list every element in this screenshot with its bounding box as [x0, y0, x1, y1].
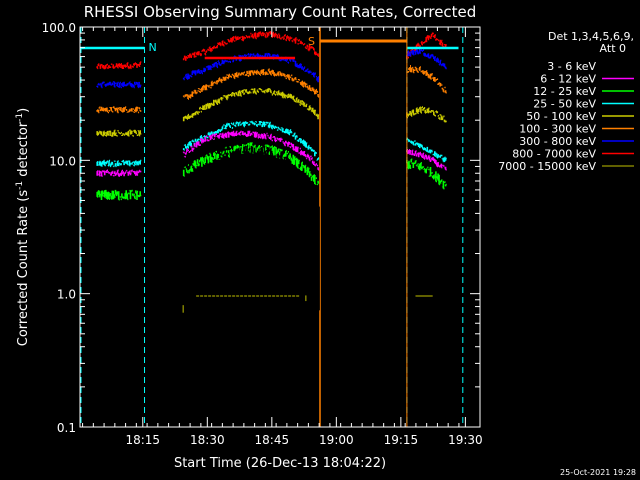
series-trace: [96, 189, 142, 201]
series-trace: [182, 130, 320, 171]
legend-entry-label: 3 - 6 keV: [547, 60, 596, 73]
series-olive: [182, 295, 433, 313]
y-axis-label-mid: detector: [16, 121, 31, 181]
series-3: [96, 88, 447, 137]
series-trace: [96, 159, 142, 168]
y-axis-label-sup2: -1: [15, 113, 25, 122]
y-tick-label: 100.0: [42, 21, 76, 35]
y-tick-label: 1.0: [57, 288, 76, 302]
x-tick-label: 19:15: [384, 433, 419, 447]
y-axis-label-sup1: -1: [15, 181, 25, 190]
data-layer: N S I: [80, 27, 464, 427]
legend-entry-label: 50 - 100 keV: [526, 110, 596, 123]
legend-header-line1: Det 1,3,4,5,6,9,: [548, 30, 634, 43]
series-trace: [182, 88, 320, 122]
attenuator-label: I: [409, 64, 412, 75]
series-trace: [182, 68, 320, 100]
x-tick-label: 18:30: [190, 433, 225, 447]
series-0: [96, 31, 447, 70]
series-trace: [96, 81, 142, 89]
legend-entry-label: 7000 - 15000 keV: [498, 160, 596, 173]
y-axis-label-end: ): [16, 108, 31, 113]
y-tick-label: 0.1: [57, 421, 76, 435]
plot-frame: [79, 26, 481, 428]
legend-entry-label: 100 - 300 keV: [519, 123, 596, 136]
legend-header-line2: Att 0: [600, 42, 626, 55]
y-axis-label: Corrected Count Rate (s-1 detector-1): [15, 108, 31, 346]
legend-entry-label: 300 - 800 keV: [519, 135, 596, 148]
series-5: [96, 130, 447, 177]
x-tick-label: 19:30: [448, 433, 483, 447]
night-label: N: [149, 41, 157, 54]
x-tick-label: 19:00: [319, 433, 354, 447]
chart-title: RHESSI Observing Summary Count Rates, Co…: [84, 3, 477, 21]
legend-entry-label: 12 - 25 keV: [533, 85, 596, 98]
x-axis-label: Start Time (26-Dec-13 18:04:22): [174, 456, 386, 471]
series-trace: [96, 229, 142, 243]
legend-entry-label: 25 - 50 keV: [533, 98, 596, 111]
footer-timestamp: 25-Oct-2021 19:28: [560, 468, 636, 477]
x-tick-label: 18:45: [255, 433, 290, 447]
axis-layer: 100.0 10.0 1.0 0.1 18:15 18:30 18:45 19:00 19:15…: [42, 21, 483, 447]
y-axis-label-main: Corrected Count Rate (s: [16, 190, 31, 347]
series-2: [96, 66, 447, 114]
series-trace: [96, 106, 142, 114]
series-trace: [182, 144, 320, 210]
series-trace: [96, 129, 142, 137]
saa-label: S: [308, 35, 315, 48]
y-tick-label: 10.0: [49, 154, 76, 168]
legend-entry-label: 6 - 12 keV: [540, 73, 596, 86]
series-trace: [96, 169, 142, 177]
legend-entry-label: 800 - 7000 keV: [512, 148, 596, 161]
series-trace: [96, 61, 142, 70]
x-tick-label: 18:15: [125, 433, 160, 447]
series-trace: [182, 31, 320, 61]
